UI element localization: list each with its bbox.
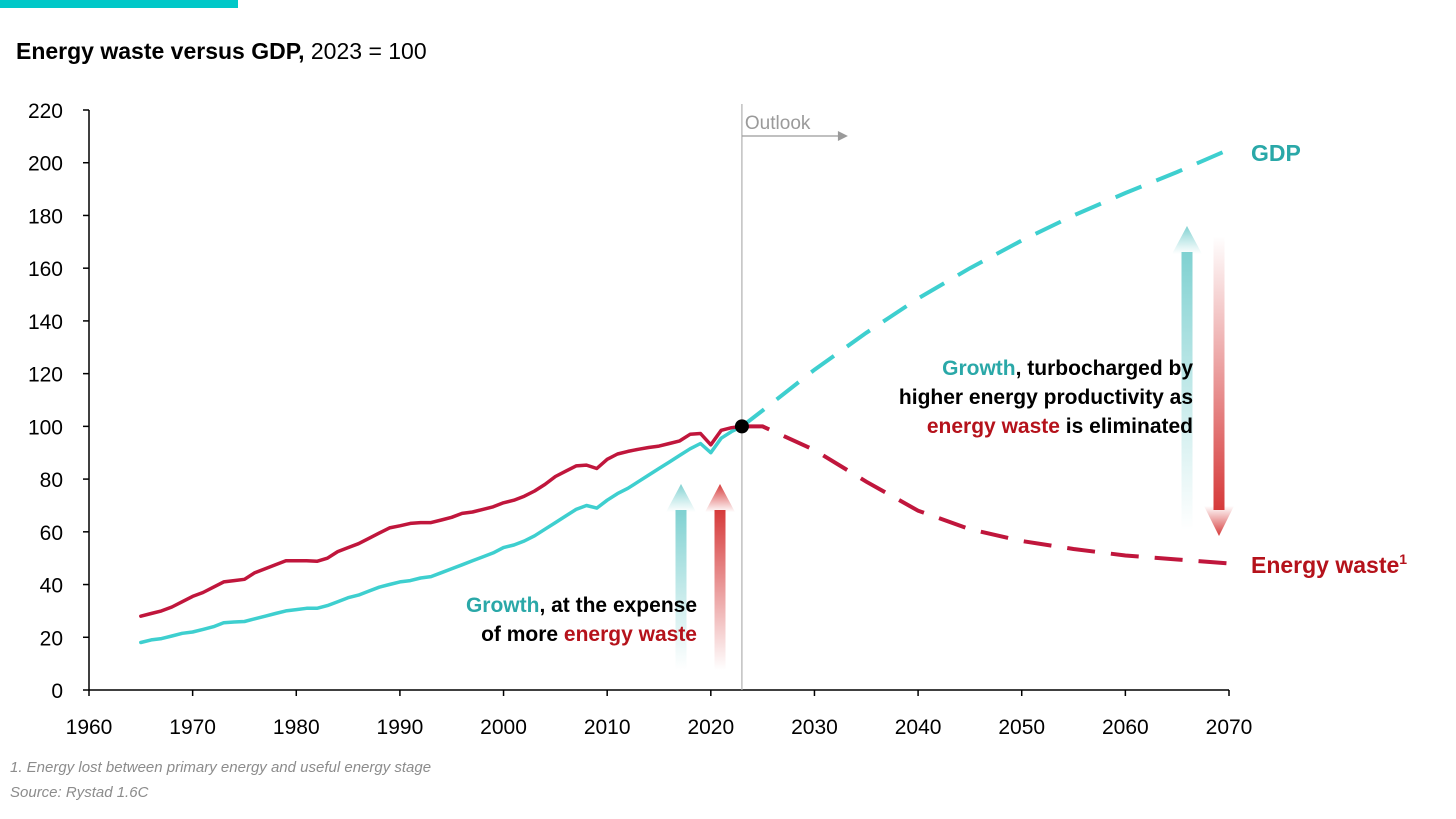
series-gdp-outlook — [740, 147, 1230, 428]
series-gdp-historical — [139, 424, 744, 645]
footnote: 1. Energy lost between primary energy an… — [10, 759, 432, 776]
y-tick-label: 200 — [28, 153, 63, 176]
x-tick-label: 2070 — [1206, 716, 1253, 739]
right-note-energy-waste: energy waste — [927, 415, 1060, 438]
y-tick-label: 160 — [28, 258, 63, 281]
y-tick-label: 20 — [40, 627, 63, 650]
x-tick-label: 2020 — [687, 716, 734, 739]
left-note-start: of more — [481, 623, 564, 646]
x-tick-label: 1970 — [169, 716, 216, 739]
x-tick-label: 2010 — [584, 716, 631, 739]
y-tick-label: 220 — [28, 100, 63, 123]
left-note-line-1: Growth, at the expense — [466, 594, 697, 617]
series-energy-waste-historical — [139, 424, 744, 618]
outlook-label: Outlook — [745, 113, 811, 134]
y-tick-label: 120 — [28, 364, 63, 387]
outlook-divider: Outlook — [741, 104, 848, 690]
chart-title-regular: 2023 = 100 — [304, 38, 427, 64]
x-tick-label: 2060 — [1102, 716, 1149, 739]
x-tick-label: 2000 — [480, 716, 527, 739]
y-tick-label: 0 — [51, 680, 63, 703]
x-tick-label: 2030 — [791, 716, 838, 739]
y-tick-label: 60 — [40, 522, 63, 545]
right-note-line-2: higher energy productivity as — [899, 386, 1193, 409]
series-label-energy-waste: Energy waste1 — [1251, 551, 1407, 578]
y-tick-label: 100 — [28, 416, 63, 439]
chart-title: Energy waste versus GDP, 2023 = 100 — [16, 38, 427, 65]
right-note-line-3: energy waste is eliminated — [927, 415, 1193, 438]
arrow-up-gdp-outlook-head — [1172, 226, 1202, 254]
left-note-line-2: of more energy waste — [481, 623, 697, 646]
right-note-line-1: Growth, turbocharged by — [942, 357, 1193, 380]
chart-title-bold: Energy waste versus GDP, — [16, 38, 305, 64]
y-tick-label: 140 — [28, 311, 63, 334]
arrow-down-waste-outlook-head — [1204, 506, 1234, 536]
footnote-marker: 1 — [1399, 551, 1407, 567]
x-tick-label: 1990 — [377, 716, 424, 739]
y-tick-label: 180 — [28, 205, 63, 228]
series-label-gdp: GDP — [1251, 140, 1301, 166]
left-note-growth: Growth — [466, 594, 540, 617]
left-note-rest: , at the expense — [539, 594, 697, 617]
reference-point-2023 — [734, 419, 749, 434]
x-tick-label: 1960 — [66, 716, 113, 739]
arrow-up-gdp-historical-shaft — [675, 510, 687, 670]
left-note-energy-waste: energy waste — [564, 623, 697, 646]
right-note-rest-3: is eliminated — [1060, 415, 1193, 438]
right-note-growth: Growth — [942, 357, 1016, 380]
callout-notes: Growth, at the expense of more energy wa… — [466, 357, 1193, 646]
x-tick-label: 2050 — [998, 716, 1045, 739]
source-note: Source: Rystad 1.6C — [10, 784, 149, 801]
series-labels: GDP Energy waste1 — [1251, 140, 1407, 578]
outlook-arrow-head — [837, 131, 848, 141]
arrow-down-waste-outlook-shaft — [1213, 236, 1225, 510]
arrow-up-gdp-outlook-shaft — [1181, 252, 1193, 530]
arrow-up-waste-historical-head — [705, 484, 735, 512]
series-lines — [139, 147, 1230, 645]
y-tick-label: 40 — [40, 575, 63, 598]
x-tick-label: 2040 — [895, 716, 942, 739]
right-note-rest: , turbocharged by — [1016, 357, 1194, 380]
accent-bar — [0, 0, 238, 8]
arrow-up-gdp-historical-head — [666, 484, 696, 512]
arrow-up-waste-historical-shaft — [714, 510, 726, 670]
series-label-energy-waste-text: Energy waste — [1251, 552, 1399, 578]
x-tick-label: 1980 — [273, 716, 320, 739]
y-tick-label: 80 — [40, 469, 63, 492]
series-energy-waste-outlook — [741, 424, 1230, 566]
annotation-arrows — [666, 226, 1234, 670]
